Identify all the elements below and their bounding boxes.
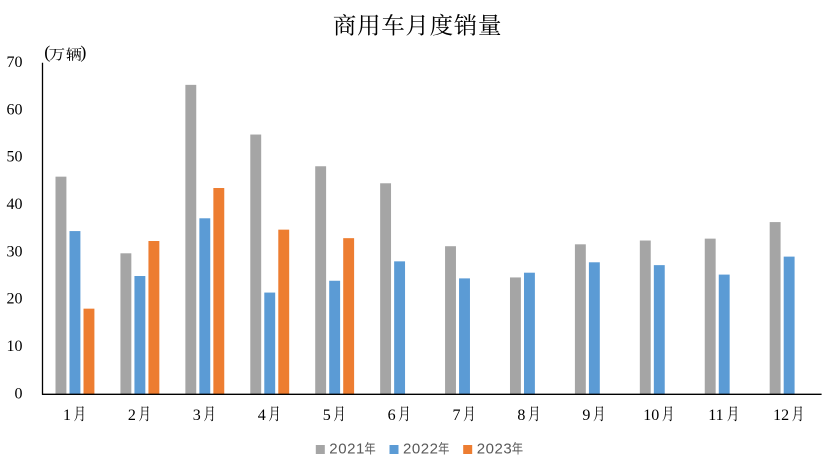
svg-text:8: 8 (517, 407, 525, 424)
svg-text:40: 40 (7, 196, 23, 213)
svg-text:3: 3 (193, 407, 201, 424)
svg-text:4: 4 (258, 407, 266, 424)
svg-text:50: 50 (7, 149, 23, 166)
svg-text:10: 10 (7, 338, 23, 355)
svg-text:2: 2 (128, 407, 136, 424)
svg-text:): ) (80, 42, 86, 63)
svg-text:12: 12 (773, 407, 789, 424)
svg-text:60: 60 (7, 101, 23, 118)
svg-text:1: 1 (63, 407, 71, 424)
svg-text:(: ( (44, 42, 50, 63)
svg-text:20: 20 (7, 291, 23, 308)
svg-text:0: 0 (15, 385, 23, 402)
svg-text:2022: 2022 (403, 440, 439, 457)
svg-text:11: 11 (708, 407, 723, 424)
svg-text:30: 30 (7, 243, 23, 260)
svg-text:9: 9 (582, 407, 590, 424)
svg-text:6: 6 (388, 407, 396, 424)
svg-text:7: 7 (453, 407, 461, 424)
svg-text:2021: 2021 (329, 440, 365, 457)
svg-text:10: 10 (643, 407, 659, 424)
svg-text:5: 5 (323, 407, 331, 424)
svg-text:70: 70 (7, 54, 23, 71)
svg-text:2023: 2023 (477, 440, 513, 457)
